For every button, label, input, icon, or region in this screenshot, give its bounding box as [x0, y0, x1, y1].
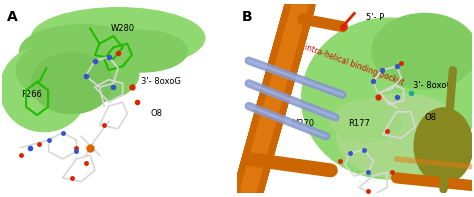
Text: F266: F266 — [21, 90, 42, 99]
Ellipse shape — [414, 108, 473, 184]
Ellipse shape — [0, 46, 88, 132]
Text: A: A — [7, 10, 18, 24]
Text: R177: R177 — [348, 119, 370, 128]
Text: B: B — [242, 10, 252, 24]
Ellipse shape — [95, 30, 187, 72]
Ellipse shape — [31, 53, 112, 114]
Ellipse shape — [372, 13, 474, 89]
Ellipse shape — [20, 25, 147, 78]
Ellipse shape — [42, 46, 139, 102]
Text: intra-helical binding pocket: intra-helical binding pocket — [303, 42, 405, 87]
Ellipse shape — [301, 18, 474, 179]
Text: O8: O8 — [425, 113, 437, 122]
Text: O8: O8 — [150, 109, 163, 118]
Text: 3'- 8oxoG: 3'- 8oxoG — [413, 81, 453, 90]
Text: M270: M270 — [291, 119, 314, 128]
Ellipse shape — [331, 100, 401, 142]
Ellipse shape — [337, 94, 466, 179]
Text: 5'- P: 5'- P — [366, 13, 384, 22]
Text: W280: W280 — [110, 24, 135, 33]
Ellipse shape — [16, 44, 90, 97]
Text: 3'- 8oxoG: 3'- 8oxoG — [141, 77, 181, 86]
Ellipse shape — [31, 8, 205, 68]
